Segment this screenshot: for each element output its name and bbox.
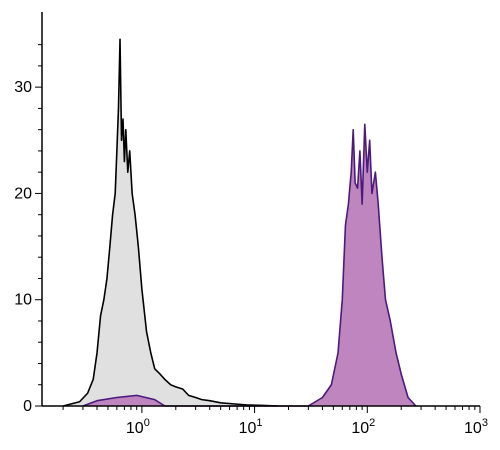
series-layer <box>62 38 417 407</box>
x-tick-label: 103 <box>464 417 488 437</box>
series-1-outline <box>62 38 278 407</box>
y-tick-label: 0 <box>23 398 32 415</box>
x-tick-label: 100 <box>126 417 150 437</box>
y-axis-ticks: 0 10 20 30 <box>14 44 42 415</box>
series-1-fill <box>63 39 278 407</box>
y-tick-label: 30 <box>14 79 32 96</box>
y-tick-label: 10 <box>14 292 32 309</box>
x-tick-label: 102 <box>351 417 375 437</box>
y-tick-label: 20 <box>14 185 32 202</box>
x-tick-label: 101 <box>239 417 263 437</box>
x-axis-ticks: 100 101 102 103 <box>62 406 488 437</box>
series-2-fill <box>82 124 416 406</box>
